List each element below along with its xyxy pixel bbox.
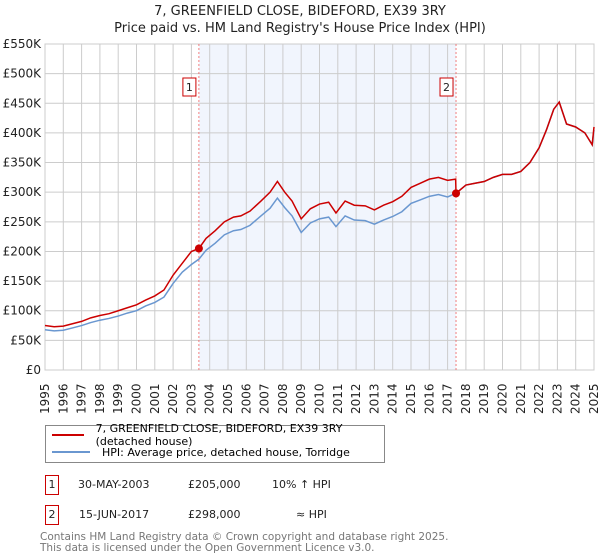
x-tick-label: 2016 <box>422 383 436 414</box>
x-tick-label: 2017 <box>441 383 455 414</box>
x-tick-label: 2014 <box>386 383 400 414</box>
x-tick-label: 2025 <box>587 383 600 414</box>
x-tick-label: 1998 <box>93 383 107 414</box>
x-tick-label: 2003 <box>184 383 198 414</box>
sale-point <box>452 189 461 198</box>
sale-row-2: 2 15-JUN-2017 £298,000 ≈ HPI <box>45 505 445 525</box>
chart-subtitle: Price paid vs. HM Land Registry's House … <box>114 21 486 36</box>
x-tick-label: 2001 <box>148 383 162 414</box>
x-tick-label: 1995 <box>38 383 52 414</box>
x-tick-label: 2015 <box>404 383 418 414</box>
x-tick-label: 1997 <box>75 383 89 414</box>
x-tick-label: 2018 <box>459 383 473 414</box>
sale-badge: 1 <box>45 475 59 495</box>
y-tick-label: £500K <box>3 67 43 81</box>
x-tick-label: 2022 <box>532 383 546 414</box>
x-tick-label: 2009 <box>294 383 308 414</box>
sale-badge: 2 <box>45 505 59 525</box>
sale-date: 15-JUN-2017 <box>79 508 150 521</box>
x-tick-label: 2012 <box>349 383 363 414</box>
sale-label-box <box>439 77 454 97</box>
x-tick-label: 2019 <box>477 383 491 414</box>
series-line-property <box>44 100 595 328</box>
sale-label: 2 <box>443 81 450 94</box>
x-tick-label: 2008 <box>276 383 290 414</box>
sale-hpi: 10% ↑ HPI <box>272 478 331 491</box>
y-tick-label: £200K <box>3 244 43 258</box>
highlight-band <box>198 44 457 370</box>
y-tick-label: £50K <box>10 333 42 347</box>
x-tick-label: 2013 <box>367 383 381 414</box>
x-tick-label: 2023 <box>550 383 564 414</box>
sale-label: 1 <box>186 81 193 94</box>
x-tick-label: 2024 <box>569 383 583 414</box>
y-tick-label: £100K <box>3 304 43 318</box>
legend: 7, GREENFIELD CLOSE, BIDEFORD, EX39 3RY … <box>45 422 385 463</box>
y-tick-label: £450K <box>3 96 43 110</box>
x-tick-label: 2005 <box>221 383 235 414</box>
x-tick-label: 2006 <box>239 383 253 414</box>
sale-hpi: ≈ HPI <box>296 508 327 521</box>
y-tick-label: £150K <box>3 274 43 288</box>
x-tick-label: 2020 <box>496 383 510 414</box>
sale-point <box>194 244 203 253</box>
sale-label-box <box>182 77 197 97</box>
sale-row-1: 1 30-MAY-2003 £205,000 10% ↑ HPI <box>45 475 445 495</box>
x-tick-label: 2007 <box>258 383 272 414</box>
x-tick-label: 2011 <box>331 383 345 414</box>
legend-label-property: 7, GREENFIELD CLOSE, BIDEFORD, EX39 3RY … <box>95 422 343 448</box>
chart-title: 7, GREENFIELD CLOSE, BIDEFORD, EX39 3RY <box>154 4 446 19</box>
y-tick-label: £250K <box>3 215 43 229</box>
legend-swatch-hpi <box>52 451 90 453</box>
y-tick-label: £550K <box>3 37 43 51</box>
x-tick-label: 2021 <box>514 383 528 414</box>
x-tick-label: 2010 <box>313 383 327 414</box>
sale-price: £298,000 <box>188 508 241 521</box>
y-tick-label: £300K <box>3 185 43 199</box>
x-tick-label: 1999 <box>111 383 125 414</box>
sale-date: 30-MAY-2003 <box>78 478 150 491</box>
x-tick-label: 2002 <box>166 383 180 414</box>
price-chart: £0 £50K £100K £150K £200K £250K £300K £350K £400… <box>3 37 600 414</box>
x-tick-label: 1996 <box>56 383 70 414</box>
x-tick-label: 2004 <box>203 383 217 414</box>
y-tick-label: £0 <box>26 363 41 377</box>
y-tick-label: £400K <box>3 126 43 140</box>
x-tick-label: 2000 <box>130 383 144 414</box>
sale-price: £205,000 <box>188 478 241 491</box>
y-tick-label: £350K <box>3 156 43 170</box>
footer-line: Contains HM Land Registry data © Crown c… <box>40 531 449 543</box>
legend-swatch-property <box>52 434 84 436</box>
footer: Contains HM Land Registry data © Crown c… <box>40 532 448 554</box>
footer-line: This data is licensed under the Open Gov… <box>40 542 375 554</box>
legend-label-hpi: HPI: Average price, detached house, Torr… <box>102 445 350 459</box>
